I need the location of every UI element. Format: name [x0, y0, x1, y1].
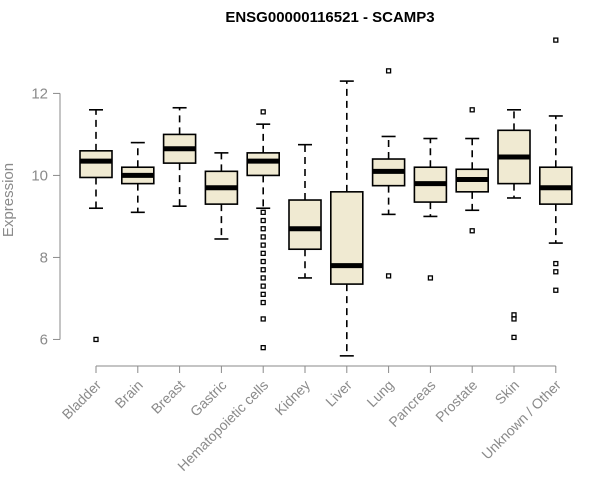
outlier-point — [260, 283, 266, 289]
outlier-point — [511, 316, 517, 322]
box-series — [79, 37, 573, 357]
outlier-point — [260, 234, 266, 240]
x-tick-label: Kidney — [272, 377, 314, 419]
outlier-point — [260, 217, 266, 224]
outlier-point — [93, 336, 99, 343]
outlier-point — [511, 312, 517, 318]
iqr-box — [246, 152, 280, 177]
box-prostate — [455, 107, 490, 234]
x-tick-label: Breast — [148, 377, 188, 417]
x-tick-label: Skin — [492, 377, 523, 408]
box-breast — [162, 106, 197, 207]
outlier-point — [260, 275, 266, 281]
x-tick-label: Prostate — [432, 377, 480, 425]
y-axis: 6 8 10 12 — [31, 85, 61, 348]
outlier-point — [260, 109, 266, 115]
outlier-point — [260, 291, 266, 297]
outlier-point — [260, 242, 266, 248]
outlier-point — [260, 299, 266, 306]
chart-title: ENSG00000116521 - SCAMP3 — [225, 9, 434, 26]
box-skin — [497, 109, 531, 341]
x-tick-label: Unknown / Other — [478, 377, 564, 463]
y-tick-label: 10 — [31, 167, 48, 184]
x-tick-label: Lung — [363, 377, 396, 410]
y-tick-label: 12 — [31, 85, 48, 102]
x-tick-label: Bladder — [59, 377, 105, 423]
outlier-point — [553, 37, 559, 43]
outlier-point — [385, 273, 392, 279]
outlier-point — [553, 269, 559, 275]
outlier-point — [553, 287, 559, 293]
outlier-point — [553, 260, 559, 267]
outlier-point — [260, 344, 266, 351]
box-gastric — [204, 152, 239, 240]
box-lung — [371, 68, 406, 279]
y-axis-label: Expression — [0, 163, 17, 237]
outlier-point — [260, 226, 266, 232]
box-liver — [329, 80, 364, 357]
outlier-point — [260, 258, 266, 265]
outlier-point — [469, 107, 475, 113]
y-tick-label: 8 — [40, 249, 48, 266]
y-tick-label: 6 — [40, 331, 48, 348]
box-kidney — [288, 143, 322, 279]
outlier-point — [385, 68, 392, 74]
outlier-point — [260, 267, 266, 273]
outlier-point — [511, 334, 517, 341]
box-hematopoietic-cells — [246, 109, 280, 351]
outlier-point — [260, 316, 266, 322]
outlier-point — [469, 228, 475, 234]
iqr-box — [288, 199, 322, 251]
box-unknown-other — [538, 37, 573, 293]
x-tick-label: Liver — [322, 377, 355, 410]
box-pancreas — [413, 137, 448, 281]
iqr-box — [329, 191, 364, 285]
outlier-point — [427, 275, 434, 281]
x-tick-label: Brain — [111, 377, 145, 411]
box-brain — [121, 141, 155, 214]
iqr-box — [79, 150, 113, 179]
outlier-point — [260, 250, 266, 256]
box-bladder — [79, 109, 113, 343]
outlier-point — [260, 209, 266, 215]
